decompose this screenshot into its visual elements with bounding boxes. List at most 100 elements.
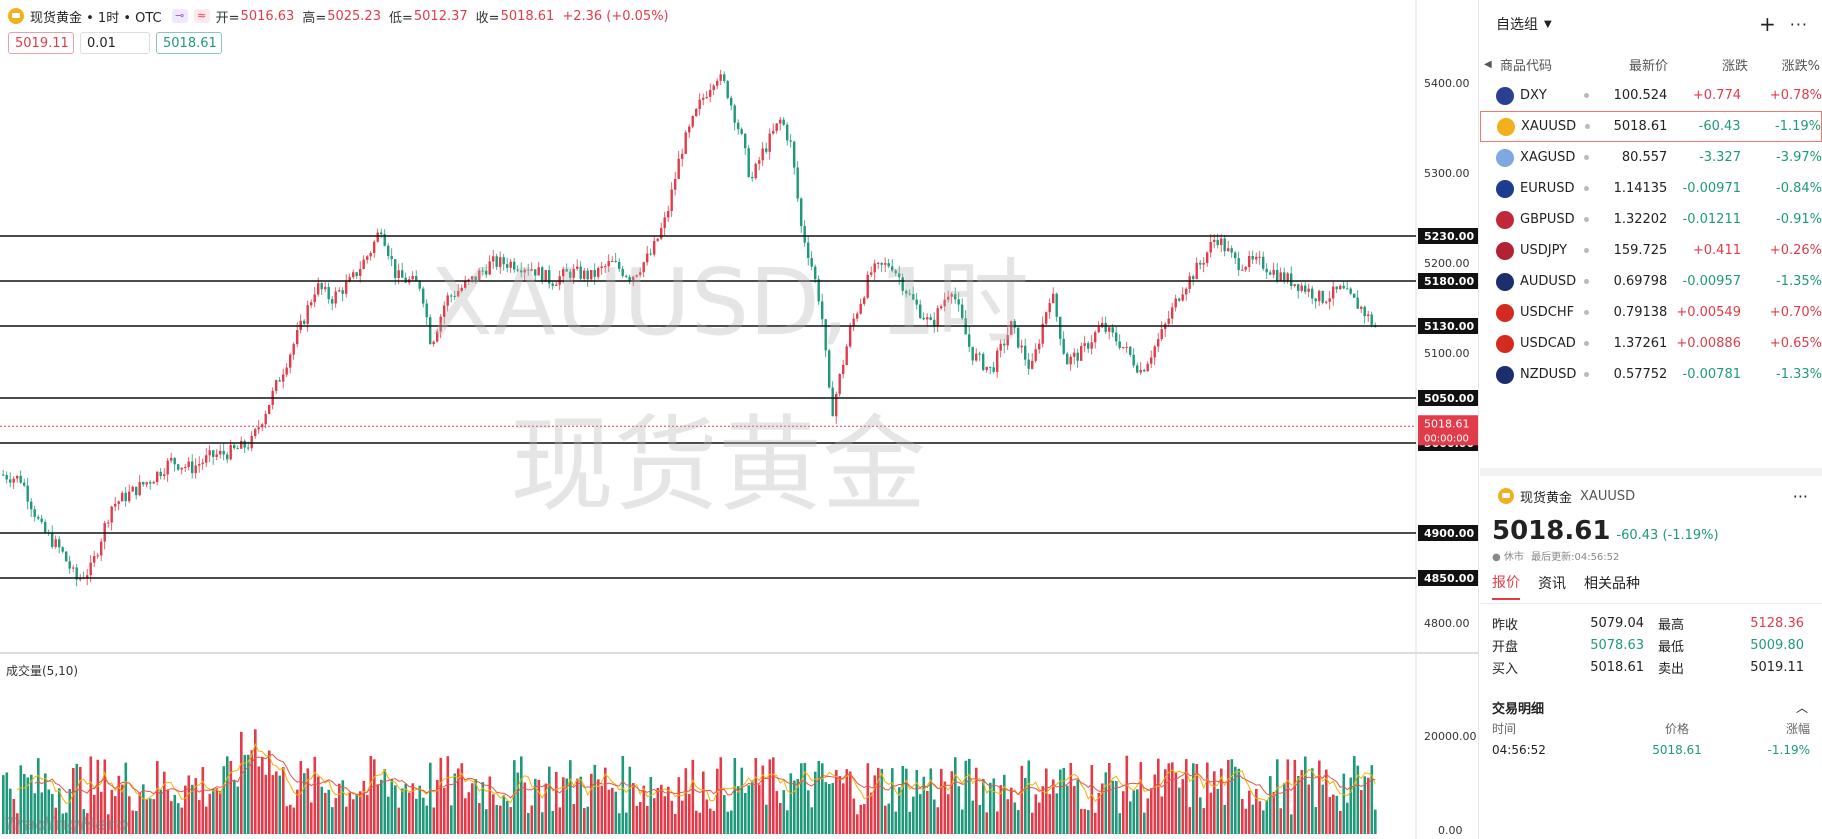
volume-bar [1139,762,1143,834]
candle-body [68,561,71,569]
col-change[interactable]: 涨跌 [1721,58,1748,74]
candle-body [1129,346,1132,355]
watchlist-row-usdcad[interactable]: USDCAD 1.37261 +0.00886 +0.65% [1480,328,1822,359]
candle-body [779,119,782,124]
more-icon[interactable]: ··· [1792,486,1808,506]
flag-icon [1496,86,1514,105]
candle-body [656,238,659,241]
high-label: 高= [302,10,327,26]
tab-quote[interactable]: 报价 [1492,572,1520,600]
watchlist-title[interactable]: 自选组 [1496,17,1538,33]
col-pct[interactable]: 涨跌% [1781,58,1820,74]
volume-bar [1157,758,1160,834]
candle-body [142,481,145,485]
candle-body [495,256,498,267]
volume-bar [884,805,887,834]
candle-body [114,503,117,507]
chevron-up-icon[interactable]: ︿ [1795,700,1808,715]
candle-body [397,270,400,278]
candle-body [1213,239,1216,242]
side-panel: 自选组 ▼ + ··· ◀ 商品代码 最新价 涨跌 涨跌% DXY 100.524… [1480,0,1822,839]
volume-bar [583,808,586,834]
quote-stats: 昨收 5079.04 最高 5128.36 开盘 5078.63 最低 5009… [1480,604,1822,678]
candle-body [877,262,880,264]
candle-body [628,276,631,281]
price-chart[interactable]: 5400.00 5300.00 5200.00 5100.00 4900.00 4800.… [0,0,1478,839]
buy-button[interactable]: 5018.61 [156,32,222,54]
watchlist-row-audusd[interactable]: AUDUSD 0.69798 -0.00957 -1.35% [1480,266,1822,297]
chevron-down-icon[interactable]: ▼ [1544,18,1552,30]
candle-body [446,295,449,306]
tab-news[interactable]: 资讯 [1538,576,1566,592]
volume-bar [26,777,30,834]
volume-bar [1262,810,1265,834]
volume-bar [1080,808,1083,834]
watchlist-row-xauusd[interactable]: XAUUSD 5018.61 -60.43 -1.19% [1480,111,1822,142]
candle-body [649,253,652,255]
candle-body [684,132,687,154]
watchlist-row-usdchf[interactable]: USDCHF 0.79138 +0.00549 +0.70% [1480,297,1822,328]
watchlist-row-eurusd[interactable]: EURUSD 1.14135 -0.00971 -0.84% [1480,173,1822,204]
candle-body [453,295,456,297]
candle-body [523,269,526,273]
candle-body [730,97,733,106]
level-label-bg [1418,570,1478,586]
volume-bar [712,810,716,834]
watchlist-row-nzdusd[interactable]: NZDUSD 0.57752 -0.00781 -1.33% [1480,359,1822,390]
candle-body [478,270,481,281]
watchlist-row-dxy[interactable]: DXY 100.524 +0.774 +0.78% [1480,80,1822,111]
col-symbol[interactable]: 商品代码 [1500,58,1553,74]
quantity-input[interactable]: 0.01 [80,32,150,54]
volume-bar [47,789,51,834]
volume-bar [506,800,509,834]
candle-body [257,427,260,430]
candle-body [719,74,722,81]
last-updated: 最后更新:04:56:52 [1531,552,1620,563]
candle-body [44,522,47,533]
chart-title[interactable]: 现货黄金 • 1时 • OTC [30,10,162,26]
toggle-icon[interactable]: ⊸ [171,9,188,23]
plus-icon[interactable]: + [1758,12,1776,36]
candle-body [604,266,607,268]
volume-bar [814,771,817,834]
watchlist-row-xagusd[interactable]: XAGUSD 80.557 -3.327 -3.97% [1480,142,1822,173]
row-pct: -1.35% [1776,274,1822,289]
price-axis-tick: 4800.00 [1424,617,1470,630]
volume-bar [58,788,61,834]
open-value: 5016.63 [240,8,295,24]
collapse-icon[interactable]: ◀ [1484,58,1492,70]
volume-bar [681,800,684,834]
candle-body [698,99,701,110]
candle-body [250,436,253,449]
chart-area[interactable]: 5400.00 5300.00 5200.00 5100.00 4900.00 4800.… [0,0,1479,839]
candle-body [1108,327,1111,332]
col-price[interactable]: 最新价 [1628,58,1668,74]
open-value: 5078.63 [1590,637,1644,653]
candle-body [845,346,848,366]
candle-body [219,450,222,455]
candle-body [996,350,999,372]
watchlist-row-usdjpy[interactable]: USDJPY 159.725 +0.411 +0.26% [1480,235,1822,266]
volume-bar [852,798,856,834]
watchlist-row-gbpusd[interactable]: GBPUSD 1.32202 -0.01211 -0.91% [1480,204,1822,235]
candle-body [1258,256,1261,258]
volume-bar [905,768,908,834]
candle-body [1290,273,1293,286]
more-icon[interactable]: ··· [1789,14,1808,34]
change-value: +2.36 (+0.05%) [562,8,669,24]
volume-bar [212,788,215,834]
volume-bar [579,776,583,834]
sell-button[interactable]: 5019.11 [8,32,74,54]
panel-divider [1480,468,1822,476]
tab-related[interactable]: 相关品种 [1584,576,1640,592]
wave-icon[interactable]: ≈ [193,9,210,23]
volume-bar [1076,779,1080,834]
volume-bar [51,793,54,834]
candle-body [54,539,57,547]
candle-body [439,316,442,332]
watchlist-columns: ◀ 商品代码 最新价 涨跌 涨跌% [1480,48,1822,80]
volume-bar [635,805,639,834]
candle-body [488,261,491,275]
volume-bar [1125,755,1129,834]
candle-body [660,228,663,239]
